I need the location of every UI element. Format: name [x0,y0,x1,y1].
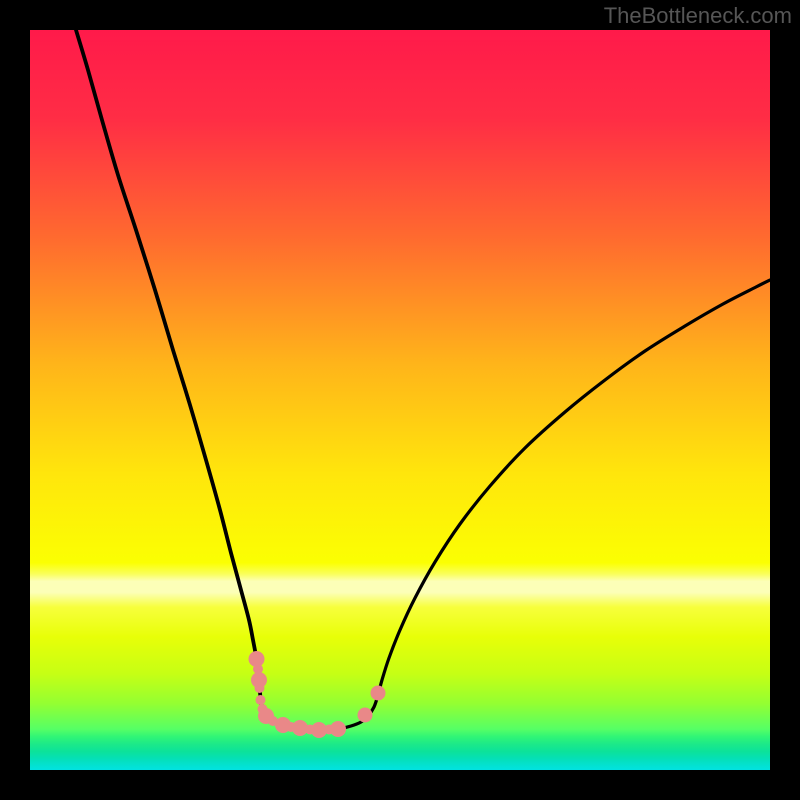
chart-root: TheBottleneck.com [0,0,800,800]
marker-dot [268,716,278,726]
marker-dot [324,725,334,735]
marker-dot [258,704,268,714]
marker-dot [256,695,266,705]
plot-background [30,30,770,770]
marker-dot [305,725,315,735]
chart-svg [0,0,800,800]
watermark-text: TheBottleneck.com [604,3,792,29]
marker-dot [253,664,263,674]
marker-dot [286,722,296,732]
marker-dot [371,686,386,701]
marker-dot [358,708,373,723]
marker-dot [255,683,265,693]
